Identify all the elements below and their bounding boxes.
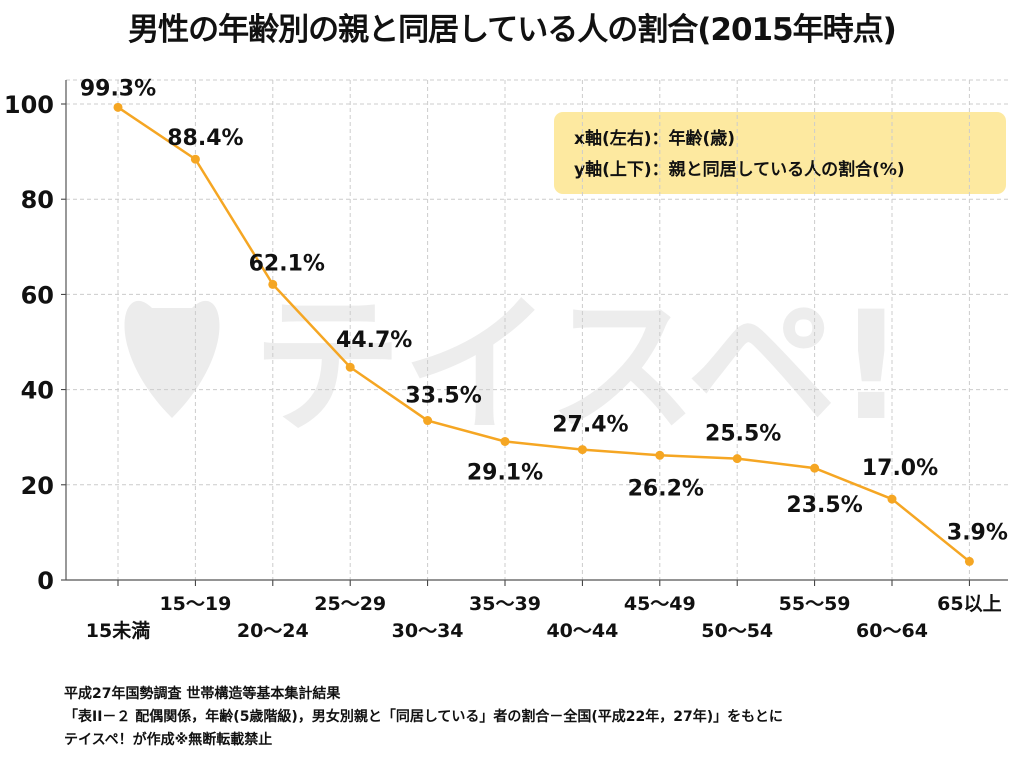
data-point bbox=[810, 463, 820, 473]
data-point bbox=[887, 494, 897, 504]
x-tick-label: 50〜54 bbox=[701, 620, 773, 642]
x-tick-label: 60〜64 bbox=[856, 620, 928, 642]
x-tick-label: 40〜44 bbox=[546, 620, 618, 642]
data-label: 33.5% bbox=[405, 384, 481, 409]
x-tick-label: 55〜59 bbox=[779, 593, 851, 615]
y-tick-labels: 0 20 40 60 80 100 bbox=[4, 91, 54, 595]
x-tick-label: 30〜34 bbox=[392, 620, 464, 642]
data-point bbox=[423, 416, 433, 426]
data-point bbox=[345, 362, 355, 372]
data-label: 29.1% bbox=[467, 460, 543, 485]
data-point bbox=[655, 450, 665, 460]
data-point bbox=[190, 154, 200, 164]
y-tick-label: 20 bbox=[21, 472, 54, 500]
x-tick-label: 65以上 bbox=[937, 593, 1001, 615]
source-note: 平成27年国勢調査 世帯構造等基本集計結果 「表II－２ 配偶関係，年齢(5歳階… bbox=[64, 683, 783, 752]
data-point bbox=[964, 556, 974, 566]
x-tick-label: 45〜49 bbox=[624, 593, 696, 615]
y-tick-label: 40 bbox=[21, 377, 54, 405]
series-line bbox=[117, 106, 971, 563]
data-label: 62.1% bbox=[249, 251, 325, 276]
data-label: 27.4% bbox=[552, 413, 628, 438]
data-points bbox=[113, 102, 974, 566]
x-tick-label: 15未満 bbox=[86, 619, 150, 642]
x-tick-label: 35〜39 bbox=[469, 593, 541, 615]
data-label: 88.4% bbox=[167, 126, 243, 151]
data-point bbox=[113, 102, 123, 112]
x-tick-label: 25〜29 bbox=[314, 593, 386, 615]
watermark-text: テイスペ! bbox=[252, 280, 902, 448]
x-tick-labels: 15未満15〜1920〜2425〜2930〜3435〜3940〜4445〜495… bbox=[86, 593, 1002, 642]
data-point bbox=[577, 445, 587, 455]
data-point bbox=[732, 454, 742, 464]
x-tick-label: 15〜19 bbox=[159, 593, 231, 615]
chart-title: 男性の年齢別の親と同居している人の割合(2015年時点) bbox=[128, 12, 897, 48]
legend-box bbox=[554, 112, 1006, 194]
data-label: 17.0% bbox=[862, 456, 938, 481]
data-point bbox=[268, 279, 278, 289]
legend-x-axis-note: x軸(左右)：年齢(歳) bbox=[574, 129, 736, 149]
grid-lines bbox=[66, 79, 1008, 580]
y-tick-label: 0 bbox=[37, 567, 54, 595]
data-label: 25.5% bbox=[705, 422, 781, 447]
data-labels: 99.3% 88.4% 62.1% 44.7% 33.5% 29.1% 27.4% 26.2%… bbox=[80, 76, 1008, 545]
data-label: 3.9% bbox=[947, 520, 1008, 545]
y-tick-label: 60 bbox=[21, 281, 54, 309]
x-tick-label: 20〜24 bbox=[237, 620, 309, 642]
y-tick-label: 80 bbox=[21, 186, 54, 214]
source-line-2: 「表II－２ 配偶関係，年齢(5歳階級)，男女別親と「同居している」者の割合－全… bbox=[64, 709, 783, 725]
source-line-3: テイスペ！が作成※無断転載禁止 bbox=[64, 732, 273, 748]
y-tick-label: 100 bbox=[4, 91, 54, 119]
data-label: 26.2% bbox=[628, 476, 704, 501]
axes bbox=[61, 80, 1008, 586]
data-label: 44.7% bbox=[336, 328, 412, 353]
data-label: 99.3% bbox=[80, 76, 156, 101]
source-line-1: 平成27年国勢調査 世帯構造等基本集計結果 bbox=[64, 686, 341, 702]
legend-y-axis-note: y軸(上下)：親と同居している人の割合(%) bbox=[574, 160, 905, 180]
data-point bbox=[500, 436, 510, 446]
data-label: 23.5% bbox=[786, 493, 862, 518]
